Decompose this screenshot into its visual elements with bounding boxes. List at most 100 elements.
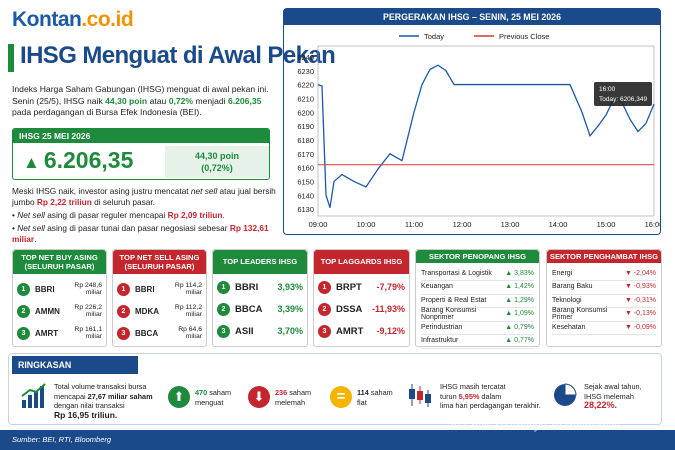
- sector-row[interactable]: Keuangan ▲ 1,42%: [421, 280, 534, 295]
- ranking-row[interactable]: 3 AMRT -9,12%: [318, 320, 405, 342]
- y-tick-label: 6170: [297, 150, 314, 159]
- row-value: 3,70%: [277, 326, 303, 336]
- ranking-row[interactable]: 2 MDKA Rp 112,2 miliar: [117, 302, 202, 320]
- card-header: SEKTOR PENOPANG IHSG: [416, 250, 539, 263]
- y-tick-label: 6130: [297, 205, 314, 214]
- weekly-performance: IHSG masih tercatat turun 5,95% dalam li…: [440, 382, 541, 410]
- ranking-row[interactable]: 3 BBCA Rp 64,6 miliar: [117, 324, 202, 342]
- decliners-count: 236 saham melemah: [275, 388, 312, 407]
- row-value: Rp 114,2 miliar: [174, 282, 202, 296]
- tooltip-time: 16:00: [599, 86, 616, 93]
- bullet-regular: • Net sell asing di pasar reguler mencap…: [12, 210, 225, 220]
- ranking-row[interactable]: 1 BRPT -7,79%: [318, 276, 405, 298]
- sector-row[interactable]: Barang Konsumsi Nonprimer ▲ 1,09%: [421, 307, 534, 322]
- y-tick-label: 6230: [297, 67, 314, 76]
- intro-paragraph: Indeks Harga Saham Gabungan (IHSG) mengu…: [12, 84, 269, 117]
- x-tick-label: 10:00: [357, 220, 376, 229]
- card-top-net-buy: TOP NET BUY ASING (SELURUH PASAR) 1 BBRI R…: [12, 249, 107, 347]
- ihsg-line-chart[interactable]: 6130 6140 6150 6160 6170 6180 6190 6200 6210 6220…: [284, 26, 660, 234]
- sector-row[interactable]: Transportasi & Logistik ▲ 3,83%: [421, 266, 534, 281]
- y-tick-label: 6190: [297, 122, 314, 131]
- sector-name: Keuangan: [421, 283, 453, 290]
- ticker: BRPT: [336, 281, 362, 293]
- ranking-row[interactable]: 2 DSSA -11,93%: [318, 298, 405, 320]
- legend-label: Previous Close: [499, 32, 549, 41]
- rank-badge: 1: [17, 282, 30, 296]
- sector-row[interactable]: Barang Baku ▼ -0,93%: [552, 280, 656, 295]
- up-arrow-icon: ⬆: [168, 386, 190, 408]
- ticker: BBRI: [135, 284, 155, 294]
- ticker: AMMN: [35, 306, 60, 316]
- x-tick-label: 13:00: [501, 220, 520, 229]
- sector-name: Barang Konsumsi Primer: [552, 306, 608, 321]
- sector-change: ▲ 1,29%: [505, 296, 534, 304]
- foreign-flow-text: Meski IHSG naik, investor asing justru m…: [12, 186, 280, 245]
- y-tick-label: 6210: [297, 94, 314, 103]
- sector-row[interactable]: Barang Konsumsi Primer ▼ -0,13%: [552, 307, 656, 322]
- summary-title: RINGKASAN PERDAGANGAN: [12, 356, 138, 388]
- sector-name: Teknologi: [552, 296, 582, 304]
- sector-row[interactable]: Infrastruktur ▲ 0,77%: [421, 334, 534, 349]
- row-value: Rp 161,1 miliar: [74, 326, 102, 340]
- logo-main: Kontan: [12, 8, 82, 31]
- bar-chart-icon: [21, 383, 46, 408]
- tooltip-value: Today: 6206,349: [599, 96, 647, 103]
- row-value: Rp 64,6 miliar: [178, 326, 202, 340]
- sector-row[interactable]: Teknologi ▼ -0,31%: [552, 293, 656, 308]
- sector-name: Transportasi & Logistik: [421, 269, 492, 277]
- row-value: -11,93%: [371, 304, 405, 314]
- sector-row[interactable]: Energi ▼ -2,04%: [552, 266, 656, 281]
- logo-suffix: .co.id: [81, 8, 134, 31]
- advancers-count: 470 saham menguat: [195, 388, 232, 407]
- rank-badge: 1: [117, 282, 130, 296]
- x-tick-label: 12:00: [453, 220, 472, 229]
- y-tick-label: 6220: [297, 81, 314, 90]
- rank-badge: 2: [318, 302, 331, 316]
- source-footer: Sumber: BEI, RTI, Bloomberg: [0, 430, 675, 450]
- ticker: AMRT: [35, 328, 59, 338]
- ranking-row[interactable]: 3 AMRT Rp 161,1 miliar: [17, 324, 102, 342]
- card-top-laggards: TOP LAGGARDS IHSG 1 BRPT -7,79% 2 DSSA -11,93…: [313, 249, 410, 347]
- sector-name: Properti & Real Estat: [421, 296, 487, 304]
- ranking-row[interactable]: 2 BBCA 3,39%: [217, 298, 303, 320]
- row-value: -9,12%: [376, 326, 405, 336]
- rank-badge: 2: [117, 304, 130, 318]
- ranking-row[interactable]: 3 ASII 3,70%: [217, 320, 303, 342]
- row-value: Rp 248,6 miliar: [74, 282, 102, 296]
- sector-row[interactable]: Properti & Real Estat ▲ 1,29%: [421, 293, 534, 308]
- sector-name: Infrastruktur: [421, 337, 459, 344]
- sector-row[interactable]: Kesehatan ▼ -0,09%: [552, 320, 656, 335]
- sector-change: ▼ -0,13%: [624, 310, 656, 317]
- down-arrow-icon: ⬇: [248, 386, 270, 408]
- ticker: DSSA: [336, 303, 363, 315]
- up-triangle-icon: ▲: [23, 153, 40, 172]
- sector-change: ▲ 3,83%: [505, 269, 534, 277]
- ranking-row[interactable]: 1 BBRI 3,93%: [217, 276, 303, 298]
- ticker: MDKA: [135, 306, 159, 316]
- card-supporting-sectors: SEKTOR PENOPANG IHSG Transportasi & Logi…: [415, 249, 540, 349]
- ranking-row[interactable]: 2 AMMN Rp 226,2 miliar: [17, 302, 102, 320]
- rank-badge: 3: [17, 326, 30, 340]
- kontan-logo[interactable]: Kontan.co.id: [12, 8, 134, 32]
- x-tick-label: 16:00: [645, 220, 660, 229]
- ticker: BBCA: [135, 328, 159, 338]
- card-header: TOP NET SELL ASING (SELURUH PASAR): [113, 250, 206, 274]
- sector-row[interactable]: Perindustrian ▲ 0,79%: [421, 320, 534, 335]
- x-tick-label: 15:00: [597, 220, 616, 229]
- x-tick-label: 14:00: [549, 220, 568, 229]
- y-tick-label: 6240: [297, 53, 314, 62]
- ranking-row[interactable]: 1 BBRI Rp 248,6 miliar: [17, 280, 102, 298]
- row-value: 3,39%: [277, 304, 303, 314]
- ticker: BBCA: [235, 303, 263, 315]
- watermark-credit: AI ChatGPT/Wahyu Tri Rahmawati: [450, 420, 620, 432]
- plot-area: [317, 45, 655, 217]
- row-value: 3,93%: [277, 282, 303, 292]
- index-change-badge: 44,30 poin (0,72%): [165, 146, 269, 178]
- ranking-row[interactable]: 1 BBRI Rp 114,2 miliar: [117, 280, 202, 298]
- x-tick-label: 11:00: [405, 220, 423, 229]
- legend-label: Today: [424, 32, 444, 41]
- card-top-leaders: TOP LEADERS IHSG 1 BBRI 3,93% 2 BBCA 3,39% 3 AS…: [212, 249, 308, 347]
- x-tick-label: 09:00: [309, 220, 328, 229]
- pie-chart-icon: [554, 383, 577, 406]
- row-value: Rp 226,2 miliar: [74, 304, 102, 318]
